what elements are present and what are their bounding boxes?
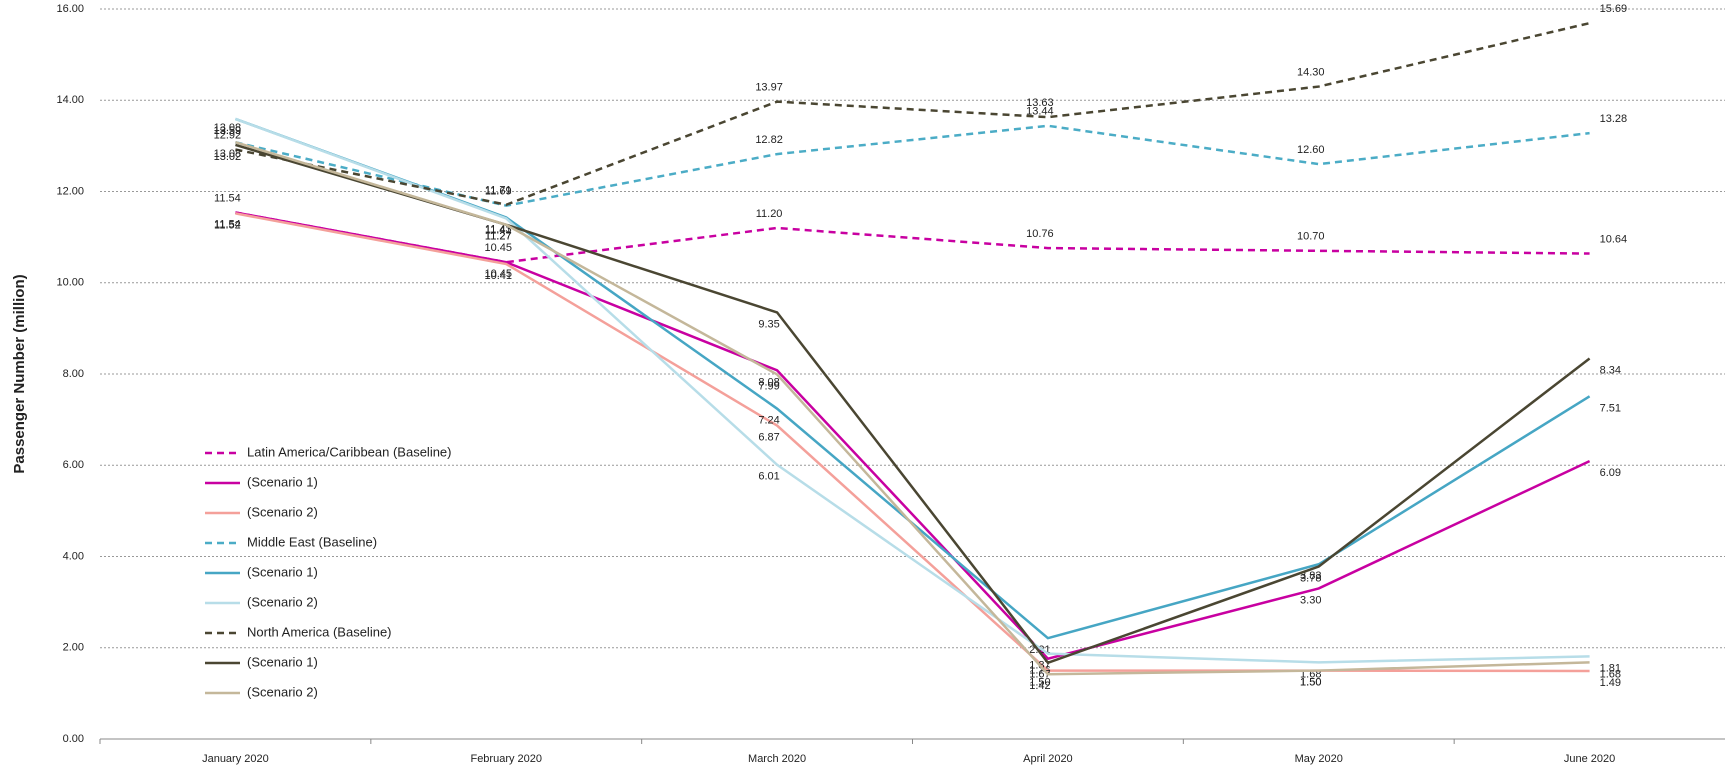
data-label: 11.69: [485, 186, 512, 198]
series-line: [234, 117, 1590, 664]
data-label: 8.34: [1600, 364, 1621, 376]
data-label: 12.82: [755, 134, 783, 146]
data-label: 13.28: [1600, 113, 1628, 125]
legend-label: (Scenario 2): [247, 594, 318, 609]
legend-label: (Scenario 1): [247, 564, 318, 579]
y-tick-label: 0.00: [63, 733, 84, 745]
data-label: 1.50: [1300, 676, 1321, 688]
data-label: 1.50: [1029, 676, 1050, 688]
data-label: 10.64: [1600, 233, 1628, 245]
y-tick-label: 16.00: [56, 3, 84, 15]
series-line: [235, 143, 1591, 665]
data-label: 3.83: [1300, 570, 1321, 582]
legend-label: (Scenario 2): [247, 684, 318, 699]
data-label: 10.70: [1297, 231, 1325, 243]
x-tick-label: March 2020: [748, 753, 806, 765]
data-label: 15.69: [1600, 3, 1628, 15]
data-label: 7.24: [758, 415, 779, 427]
series-line: [235, 21, 1590, 207]
data-label: 13.63: [1026, 97, 1054, 109]
y-tick-label: 2.00: [63, 642, 84, 654]
series-line: [235, 141, 1590, 676]
y-tick-label: 12.00: [56, 185, 84, 197]
data-label: 14.30: [1297, 66, 1325, 78]
data-label: 11.71: [485, 185, 512, 197]
data-label: 7.51: [1600, 402, 1621, 414]
data-label: 1.50: [1300, 676, 1321, 688]
data-label: 12.92: [214, 129, 242, 141]
series-line: [235, 212, 1590, 673]
legend-label: (Scenario 1): [247, 654, 318, 669]
data-label: 11.54: [214, 192, 241, 204]
data-label: 3.78: [1300, 572, 1321, 584]
x-tick-label: May 2020: [1295, 753, 1343, 765]
data-label: 10.76: [1026, 228, 1054, 240]
data-label: 7.99: [758, 380, 779, 392]
data-label: 10.41: [484, 270, 512, 282]
data-label: 3.30: [1300, 594, 1321, 606]
x-tick-label: June 2020: [1564, 753, 1615, 765]
data-label: 1.68: [1600, 668, 1621, 680]
legend-label: (Scenario 2): [247, 504, 318, 519]
data-label: 12.60: [1297, 144, 1325, 156]
data-label: 13.59: [214, 125, 242, 137]
data-label: 6.87: [758, 431, 779, 443]
data-label: 11.20: [756, 208, 783, 220]
y-axis-label: Passenger Number (million): [11, 274, 28, 473]
data-label: 11.27: [485, 231, 512, 243]
data-label: 8.08: [758, 376, 779, 388]
legend-label: (Scenario 1): [247, 474, 318, 489]
data-label: 11.27: [485, 231, 512, 243]
data-label: 11.52: [214, 219, 241, 231]
legend-label: Middle East (Baseline): [247, 534, 377, 549]
data-label: 1.81: [1600, 662, 1621, 674]
data-label: 13.08: [214, 122, 242, 134]
y-tick-label: 8.00: [63, 368, 84, 380]
x-tick-label: January 2020: [202, 753, 269, 765]
y-tick-label: 6.00: [63, 459, 84, 471]
series-line: [235, 211, 1591, 661]
data-label: 11.54: [214, 218, 241, 230]
y-tick-label: 4.00: [63, 550, 84, 562]
x-tick-label: February 2020: [470, 753, 542, 765]
data-label: 13.44: [1026, 106, 1054, 118]
data-label: 10.45: [484, 268, 512, 280]
data-label: 11.43: [485, 223, 512, 235]
data-label: 1.49: [1600, 677, 1621, 689]
legend-label: Latin America/Caribbean (Baseline): [247, 444, 452, 459]
data-label: 1.42: [1029, 680, 1050, 692]
y-tick-label: 10.00: [56, 277, 84, 289]
data-label: 11.41: [485, 224, 512, 236]
legend-label: North America (Baseline): [247, 624, 392, 639]
y-tick-label: 14.00: [56, 94, 84, 106]
data-label: 10.45: [484, 242, 512, 254]
data-label: 9.35: [758, 318, 779, 330]
data-label: 6.09: [1600, 467, 1621, 479]
data-label: 13.08: [214, 148, 242, 160]
data-label: 13.59: [214, 125, 242, 137]
series-line: [235, 211, 1590, 264]
data-label: 6.01: [758, 471, 779, 483]
data-label: 13.02: [214, 151, 242, 163]
x-tick-label: April 2020: [1023, 753, 1073, 765]
data-label: 13.97: [755, 82, 783, 94]
